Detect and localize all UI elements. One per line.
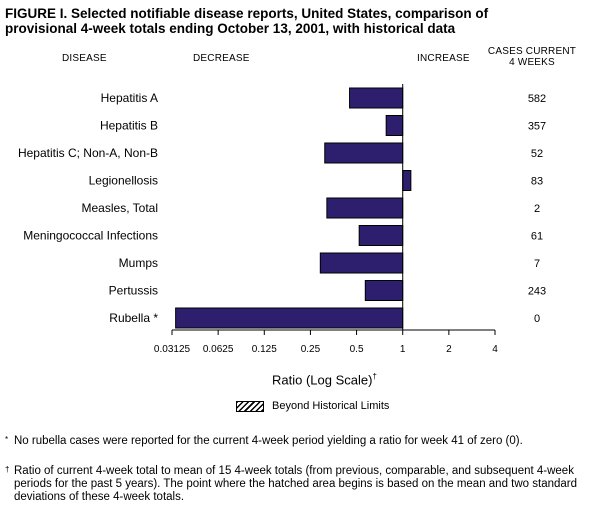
x-tick-label-3: 0.25 bbox=[301, 344, 321, 355]
figure-title-line-2: provisional 4-week totals ending October… bbox=[5, 21, 456, 36]
header-cases: CASES CURRENT 4 WEEKS bbox=[482, 46, 582, 68]
footnote-2-mark: † bbox=[5, 465, 10, 474]
bar-7 bbox=[364, 280, 404, 301]
category-label-2: Hepatitis C; Non-A, Non-B bbox=[18, 146, 158, 160]
category-label-6: Mumps bbox=[119, 256, 158, 270]
footnote-1-text: No rubella cases were reported for the c… bbox=[14, 435, 523, 447]
case-count-4: 2 bbox=[534, 203, 540, 215]
case-count-3: 83 bbox=[531, 176, 543, 188]
x-axis-title: Ratio (Log Scale)† bbox=[272, 372, 377, 387]
bar-0 bbox=[349, 87, 404, 109]
header-decrease: DECREASE bbox=[193, 53, 250, 64]
case-count-8: 0 bbox=[534, 313, 540, 325]
case-count-0: 582 bbox=[528, 93, 546, 105]
legend-label: Beyond Historical Limits bbox=[272, 400, 390, 412]
bar-2 bbox=[324, 142, 404, 164]
x-axis-label: Ratio (Log Scale) bbox=[272, 372, 373, 388]
category-label-5: Meningococcal Infections bbox=[23, 229, 158, 243]
category-label-3: Legionellosis bbox=[89, 174, 158, 188]
header-cases-line-2: 4 WEEKS bbox=[509, 57, 555, 68]
x-tick-label-4: 0.5 bbox=[350, 344, 364, 355]
bar-1 bbox=[385, 115, 404, 136]
x-tick-label-1: 0.0625 bbox=[203, 344, 234, 355]
figure-title: FIGURE I. Selected notifiable disease re… bbox=[5, 6, 595, 36]
x-tick-label-5: 1 bbox=[400, 344, 406, 355]
bar-6 bbox=[319, 252, 404, 274]
x-tick-label-0: 0.03125 bbox=[154, 344, 191, 355]
x-tick-label-2: 0.125 bbox=[252, 344, 277, 355]
legend: Beyond Historical Limits bbox=[236, 400, 389, 412]
footnote-ratio: † Ratio of current 4-week total to mean … bbox=[5, 465, 593, 504]
case-count-7: 243 bbox=[528, 286, 546, 298]
case-count-5: 61 bbox=[531, 231, 543, 243]
category-label-8: Rubella * bbox=[109, 311, 158, 325]
header-cases-line-1: CASES CURRENT bbox=[487, 46, 577, 57]
category-label-1: Hepatitis B bbox=[100, 119, 158, 133]
header-disease: DISEASE bbox=[62, 53, 107, 64]
bar-4 bbox=[326, 197, 404, 219]
figure-title-line-1: FIGURE I. Selected notifiable disease re… bbox=[5, 6, 489, 21]
footnote-rubella: * No rubella cases were reported for the… bbox=[5, 435, 593, 448]
category-label-0: Hepatitis A bbox=[101, 91, 158, 105]
x-axis-label-mark: † bbox=[372, 372, 377, 381]
footnote-1-mark: * bbox=[5, 435, 9, 444]
category-label-7: Pertussis bbox=[109, 284, 158, 298]
bar-8 bbox=[175, 307, 404, 329]
header-increase: INCREASE bbox=[417, 53, 470, 64]
x-tick-label-7: 4 bbox=[492, 344, 498, 355]
bar-5 bbox=[358, 225, 404, 246]
x-tick-label-6: 2 bbox=[446, 344, 452, 355]
case-count-6: 7 bbox=[534, 258, 540, 270]
case-count-1: 357 bbox=[528, 121, 546, 133]
case-count-2: 52 bbox=[531, 148, 543, 160]
category-label-4: Measles, Total bbox=[82, 201, 158, 215]
footnote-2-text: Ratio of current 4-week total to mean of… bbox=[14, 465, 578, 503]
legend-hatch-swatch bbox=[236, 400, 264, 412]
bar-3 bbox=[402, 170, 412, 191]
